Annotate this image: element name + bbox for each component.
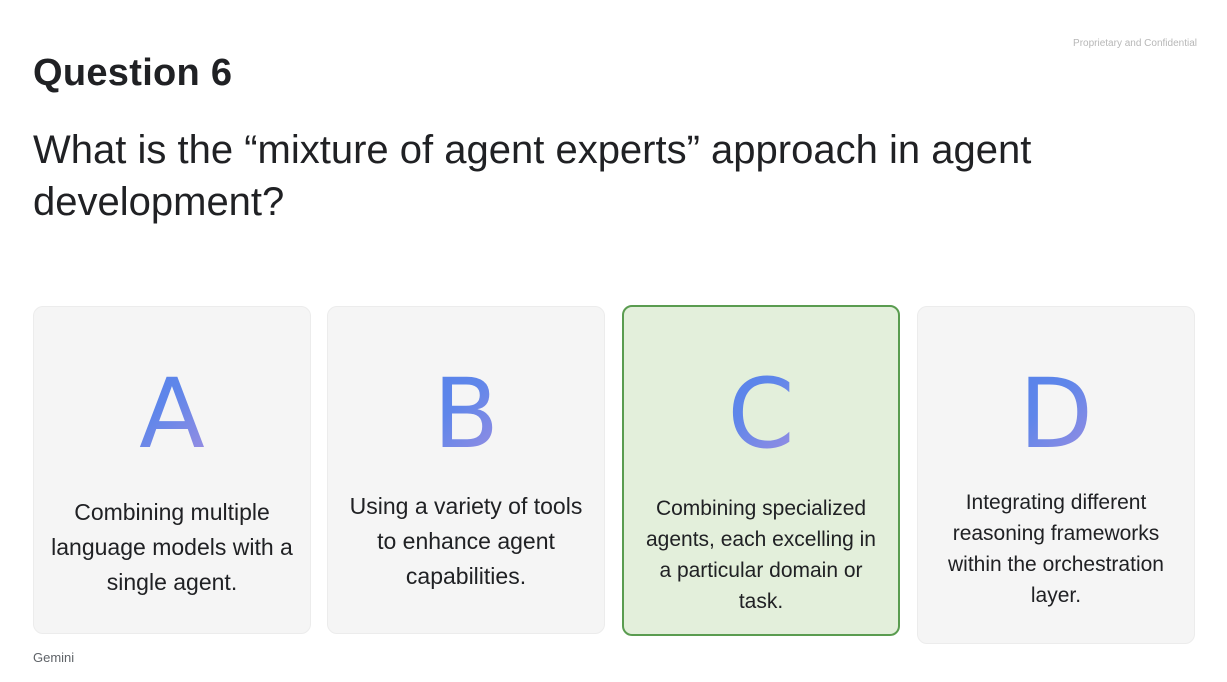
option-text-d: Integrating different reasoning framewor…: [948, 491, 1164, 607]
option-text-a: Combining multiple language models with …: [51, 499, 293, 595]
answer-options: A Combining multiple language models wit…: [33, 305, 1198, 646]
option-letter-d: D: [918, 359, 1194, 469]
option-letter-b: B: [328, 359, 604, 469]
confidential-label: Proprietary and Confidential: [1073, 38, 1197, 49]
question-number: Question 6: [33, 52, 233, 94]
option-text-b: Using a variety of tools to enhance agen…: [349, 493, 583, 589]
option-text-c: Combining specialized agents, each excel…: [646, 497, 876, 613]
option-card-a[interactable]: A Combining multiple language models wit…: [33, 306, 311, 634]
question-text: What is the “mixture of agent experts” a…: [33, 128, 1032, 224]
footer-brand: Gemini: [33, 650, 75, 665]
option-card-c[interactable]: C Combining specialized agents, each exc…: [622, 305, 900, 636]
option-card-b[interactable]: B Using a variety of tools to enhance ag…: [327, 306, 605, 634]
option-card-d[interactable]: D Integrating different reasoning framew…: [917, 306, 1195, 644]
option-letter-a: A: [34, 359, 310, 469]
option-letter-c: C: [624, 359, 898, 469]
